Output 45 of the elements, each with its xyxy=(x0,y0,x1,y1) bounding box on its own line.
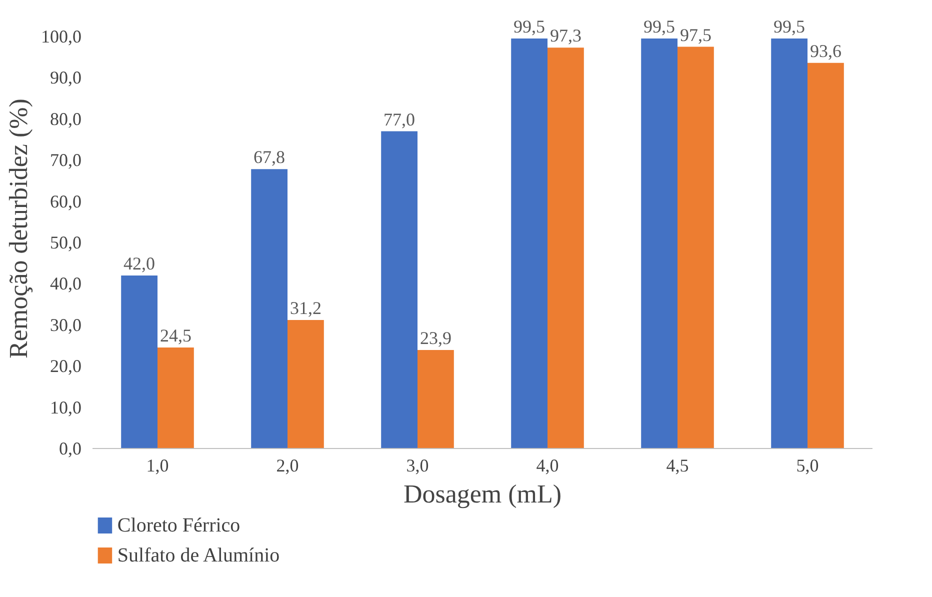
bar xyxy=(548,48,584,448)
bar xyxy=(288,320,324,448)
y-tick-label: 0,0 xyxy=(59,438,82,458)
y-tick-label: 100,0 xyxy=(41,26,82,46)
data-label: 77,0 xyxy=(384,109,416,130)
y-tick-label: 40,0 xyxy=(50,274,82,294)
legend-label: Sulfato de Alumínio xyxy=(117,544,280,566)
data-label: 97,5 xyxy=(680,24,712,45)
y-tick-label: 10,0 xyxy=(50,397,82,418)
y-tick-label: 80,0 xyxy=(50,108,82,129)
bar xyxy=(641,38,678,448)
data-label: 99,5 xyxy=(774,16,806,37)
legend-label: Cloreto Férrico xyxy=(117,514,240,536)
x-tick-label: 2,0 xyxy=(276,456,299,476)
y-axis-title: Remoção deturbidez (%) xyxy=(4,98,33,358)
bar xyxy=(808,62,844,448)
data-label: 24,5 xyxy=(160,326,192,346)
bar xyxy=(511,38,548,448)
bar xyxy=(771,38,808,448)
bar xyxy=(121,275,158,448)
y-tick-label: 90,0 xyxy=(50,68,82,88)
y-tick-label: 70,0 xyxy=(50,150,82,170)
y-tick-label: 30,0 xyxy=(50,314,82,335)
y-tick-label: 60,0 xyxy=(50,191,82,212)
x-tick-label: 4,0 xyxy=(536,456,559,476)
data-label: 31,2 xyxy=(290,298,322,318)
bar xyxy=(678,46,714,448)
x-tick-label: 1,0 xyxy=(146,456,169,476)
data-label: 97,3 xyxy=(550,26,582,46)
x-tick-label: 4,5 xyxy=(666,456,689,476)
x-tick-label: 3,0 xyxy=(406,456,429,476)
data-label: 67,8 xyxy=(254,147,286,168)
data-label: 93,6 xyxy=(810,40,842,61)
data-label: 99,5 xyxy=(644,16,676,37)
x-axis-title: Dosagem (mL) xyxy=(403,480,562,508)
y-tick-label: 20,0 xyxy=(50,356,82,376)
data-label: 23,9 xyxy=(420,328,452,348)
x-tick-label: 5,0 xyxy=(796,456,819,476)
bar xyxy=(381,131,418,448)
data-label: 99,5 xyxy=(514,16,546,37)
y-tick-label: 50,0 xyxy=(50,232,82,252)
bar xyxy=(158,348,194,448)
data-label: 42,0 xyxy=(124,253,156,274)
bar xyxy=(418,350,454,448)
bar xyxy=(251,169,288,448)
